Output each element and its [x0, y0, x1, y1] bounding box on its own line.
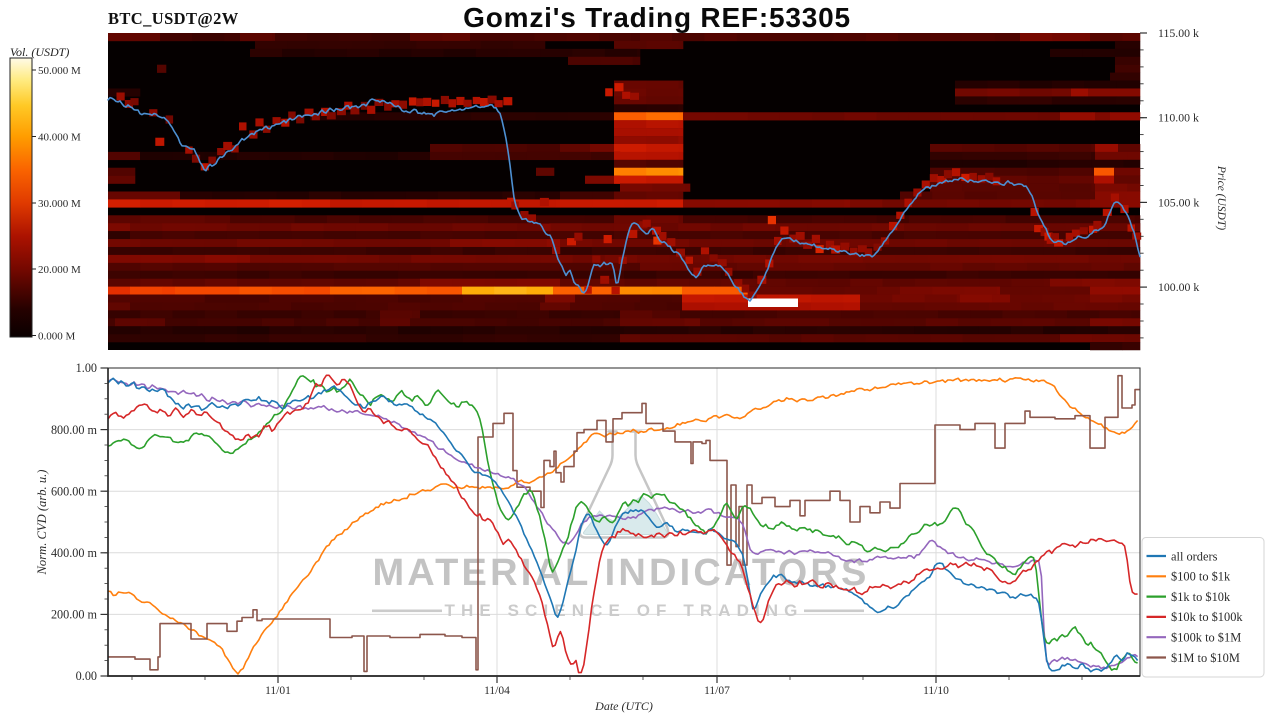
- svg-text:$1k to $10k: $1k to $10k: [1171, 590, 1231, 604]
- svg-text:11/04: 11/04: [484, 685, 510, 697]
- svg-text:100.00 k: 100.00 k: [1158, 280, 1199, 294]
- svg-text:Norm. CVD (arb. u.): Norm. CVD (arb. u.): [35, 470, 49, 576]
- svg-text:MATERIAL INDICATORS: MATERIAL INDICATORS: [372, 552, 869, 594]
- svg-text:THE SCIENCE OF TRADING: THE SCIENCE OF TRADING: [445, 601, 804, 620]
- svg-text:1.00: 1.00: [76, 361, 97, 375]
- svg-text:0.00: 0.00: [76, 669, 97, 683]
- svg-text:11/10: 11/10: [923, 685, 949, 697]
- svg-text:Date (UTC): Date (UTC): [594, 699, 653, 713]
- svg-text:20.000 M: 20.000 M: [38, 264, 81, 276]
- svg-text:30.000 M: 30.000 M: [38, 198, 81, 210]
- svg-text:$100k to $1M: $100k to $1M: [1171, 631, 1241, 645]
- svg-text:$10k to $100k: $10k to $100k: [1171, 610, 1243, 624]
- svg-text:Gomzi's Trading REF:53305: Gomzi's Trading REF:53305: [463, 2, 851, 33]
- svg-text:0.000 M: 0.000 M: [38, 330, 76, 342]
- svg-text:400.00 m: 400.00 m: [51, 546, 98, 560]
- svg-text:11/07: 11/07: [704, 685, 730, 697]
- svg-text:600.00 m: 600.00 m: [51, 484, 98, 498]
- svg-text:200.00 m: 200.00 m: [51, 608, 98, 622]
- svg-text:105.00 k: 105.00 k: [1158, 195, 1199, 209]
- svg-text:50.000 M: 50.000 M: [38, 65, 81, 77]
- svg-text:Vol. (USDT): Vol. (USDT): [10, 45, 69, 59]
- svg-text:800.00 m: 800.00 m: [51, 423, 98, 437]
- svg-text:11/01: 11/01: [265, 685, 291, 697]
- svg-text:$1M to $10M: $1M to $10M: [1171, 651, 1240, 665]
- svg-text:Price (USDT): Price (USDT): [1215, 165, 1227, 230]
- svg-text:115.00 k: 115.00 k: [1158, 26, 1199, 40]
- svg-text:110.00 k: 110.00 k: [1158, 111, 1199, 125]
- svg-text:$100 to $1k: $100 to $1k: [1171, 570, 1231, 584]
- svg-text:BTC_USDT@2W: BTC_USDT@2W: [108, 9, 239, 28]
- svg-text:all orders: all orders: [1171, 549, 1218, 563]
- svg-text:40.000 M: 40.000 M: [38, 131, 81, 143]
